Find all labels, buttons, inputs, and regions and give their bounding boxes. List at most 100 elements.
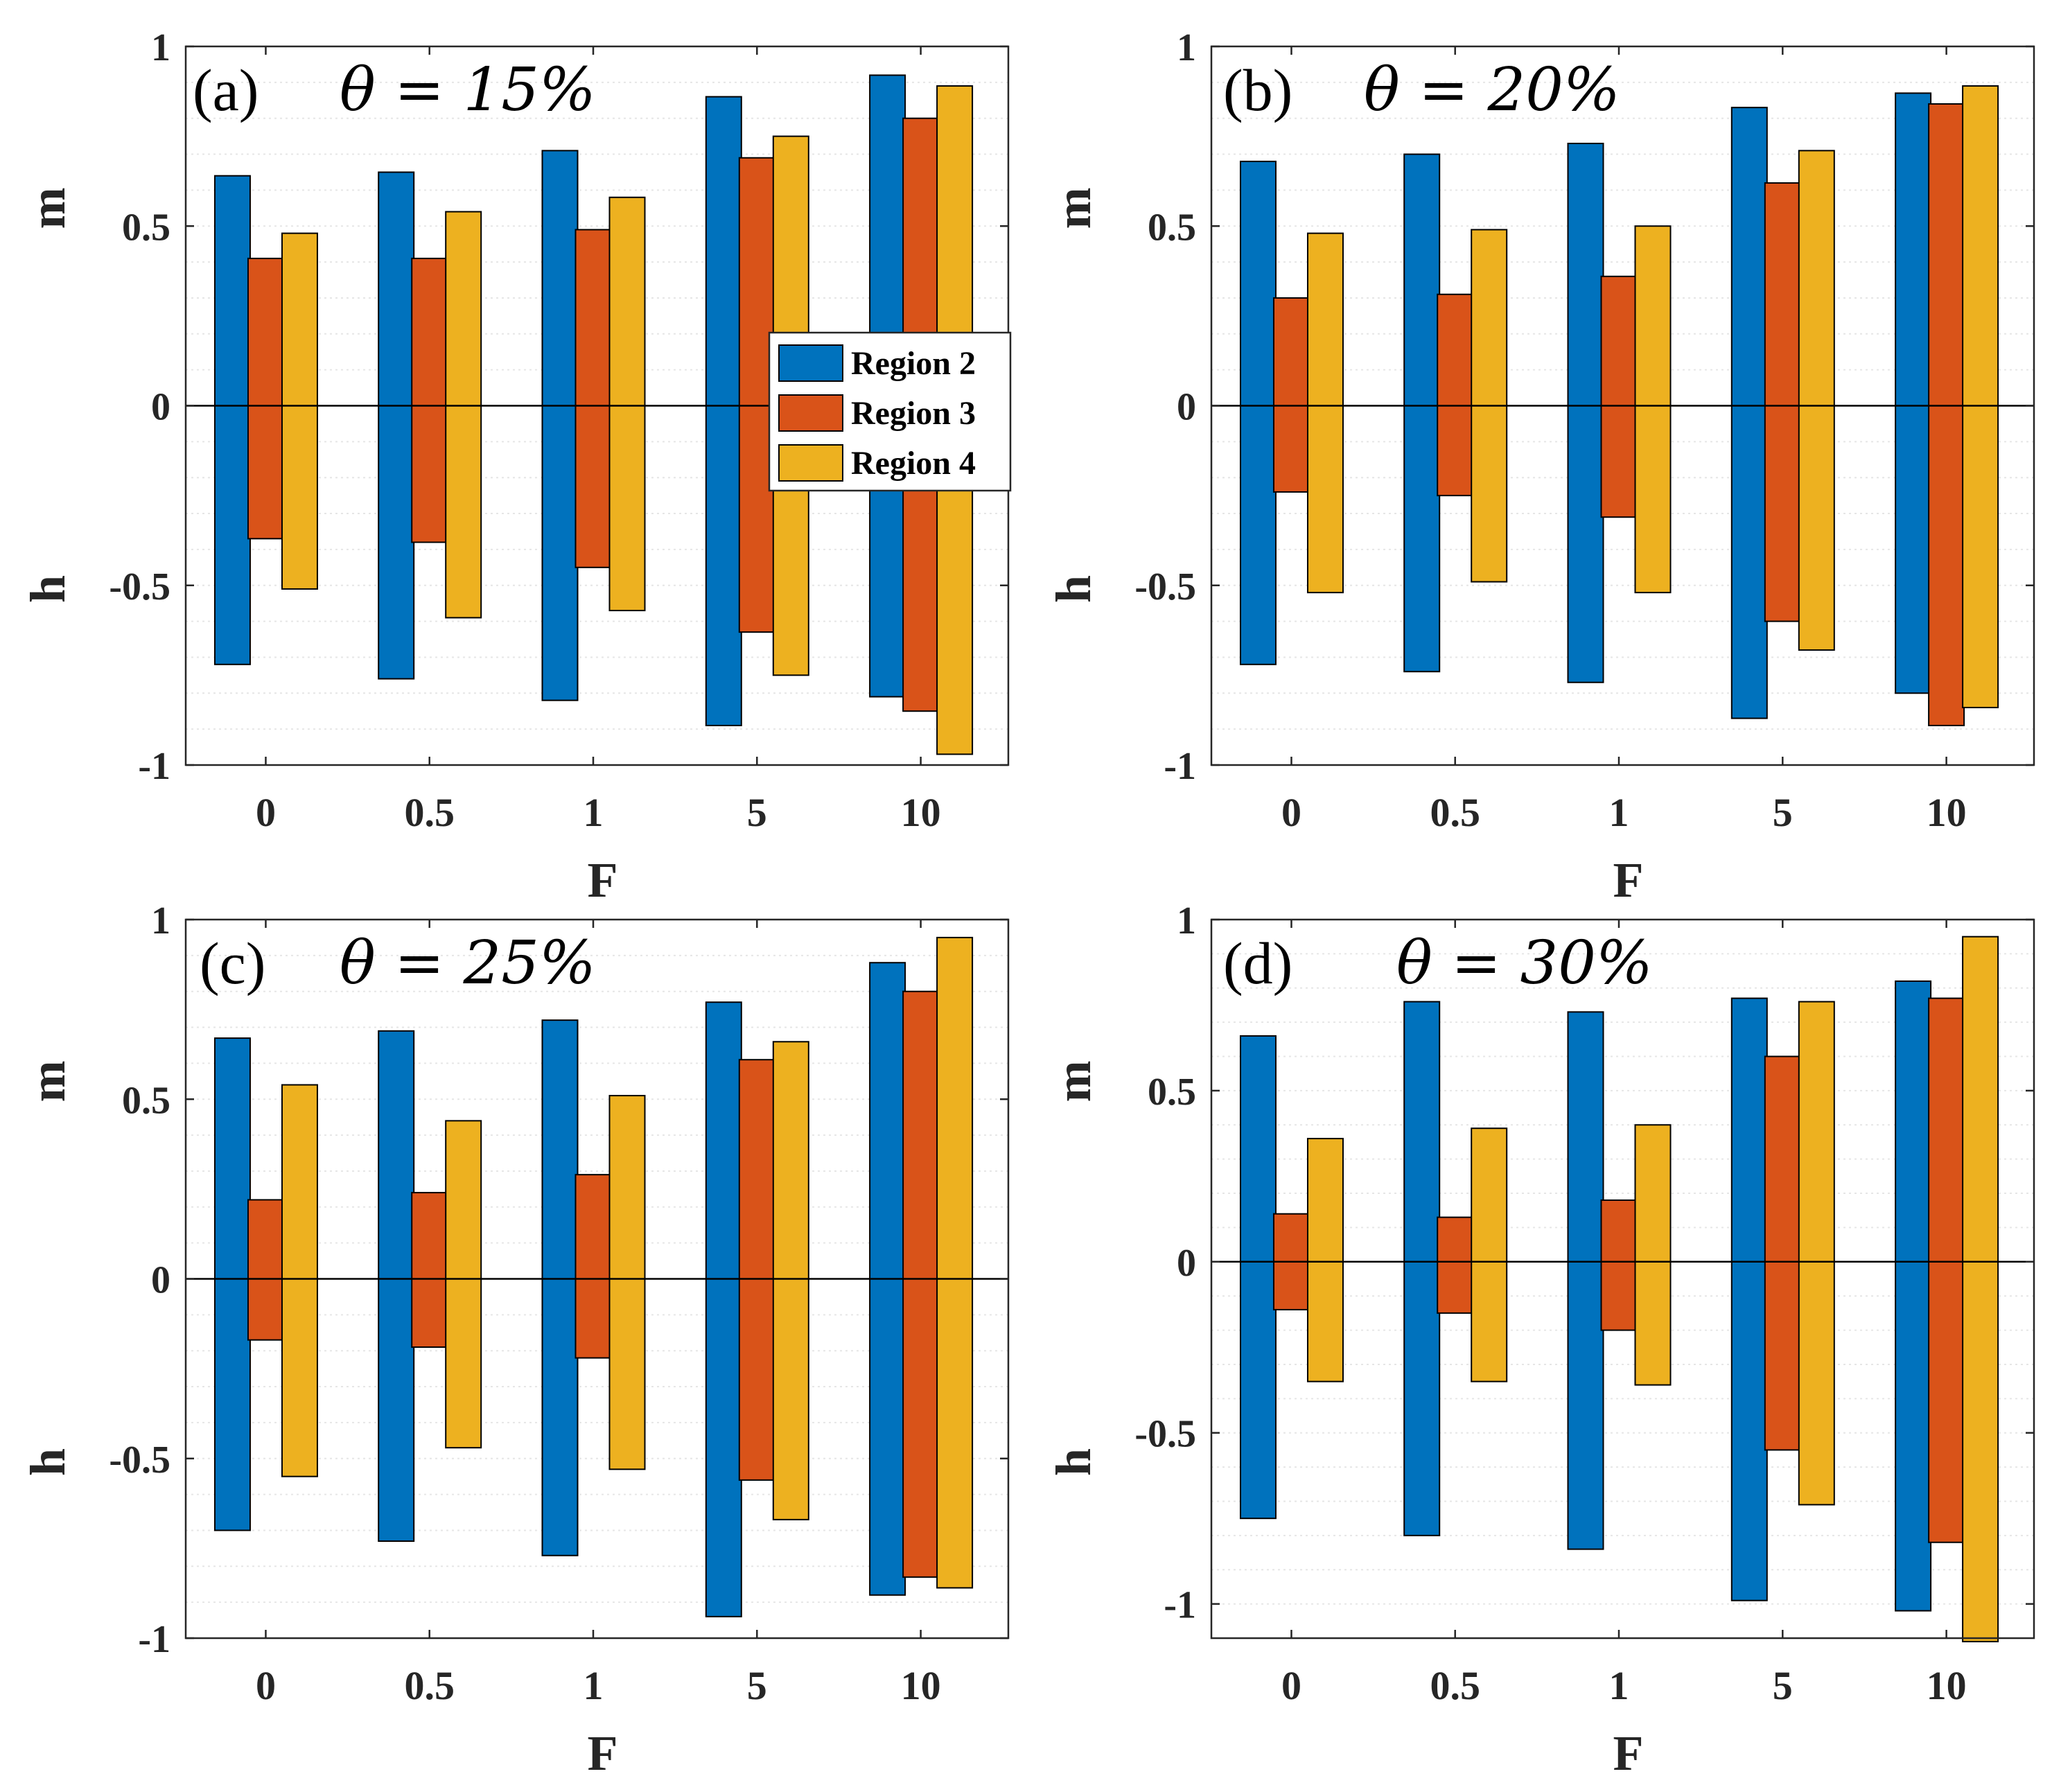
x-tick-label: 0.5 [1430, 790, 1480, 835]
x-tick-label: 5 [1773, 1663, 1793, 1708]
bar-region-2-f-5 [705, 1001, 742, 1617]
y-tick-label: -0.5 [109, 565, 170, 608]
bar-region-4-f-0 [281, 232, 318, 590]
y-tick-label: 1 [151, 26, 170, 69]
y-tick-label: 0 [1177, 386, 1196, 429]
x-tick-label: 10 [901, 1663, 941, 1708]
bar-region-2-f-0.5 [1403, 153, 1441, 673]
bar-region-3-f-5 [1764, 1055, 1801, 1451]
bar-region-4-f-0 [1306, 232, 1344, 594]
bar-region-4-f-0.5 [445, 1120, 482, 1449]
bar-region-3-f-0 [247, 1199, 284, 1341]
y-tick-label: 0 [151, 1259, 170, 1302]
bar-region-3-f-1 [575, 229, 612, 568]
y-tick-label: 1 [1177, 26, 1196, 69]
panel-tag: (b) [1223, 57, 1292, 123]
y-tick-label: 0.5 [122, 1079, 170, 1122]
x-axis-label: F [588, 1725, 618, 1781]
y-axis-label-m: m [20, 1060, 76, 1102]
x-tick-label: 10 [1927, 1663, 1967, 1708]
bar-region-3-f-0.5 [411, 257, 448, 543]
bar-region-4-f-10 [1962, 935, 1999, 1642]
x-tick-label: 1 [1609, 1663, 1629, 1708]
x-tick-label: 1 [1609, 790, 1629, 835]
y-tick-label: 0 [1177, 1242, 1196, 1285]
x-axis-label: F [1613, 1725, 1644, 1781]
y-tick-label: -1 [1164, 745, 1196, 788]
x-tick-label: 1 [584, 1663, 604, 1708]
x-tick-label: 0 [256, 1663, 276, 1708]
legend-label: Region 2 [851, 345, 976, 382]
bar-region-3-f-10 [902, 990, 940, 1578]
bar-region-4-f-5 [1798, 1001, 1835, 1506]
panel-tag: (a) [193, 57, 258, 123]
bar-region-2-f-0 [1239, 1035, 1277, 1520]
bar-region-3-f-0 [1272, 297, 1310, 493]
x-tick-label: 0.5 [1430, 1663, 1480, 1708]
legend-label: Region 3 [851, 395, 976, 432]
bar-region-2-f-1 [1567, 142, 1604, 683]
bar-region-4-f-1 [608, 1095, 646, 1470]
bar-region-3-f-0.5 [411, 1192, 448, 1349]
y-tick-label: -1 [138, 1618, 170, 1661]
bar-region-2-f-0.5 [1403, 1001, 1441, 1536]
bar-region-4-f-5 [1798, 150, 1835, 651]
x-tick-label: 10 [901, 790, 941, 835]
bar-region-4-f-0 [1306, 1138, 1344, 1382]
y-axis-label-h: h [1046, 1448, 1101, 1476]
bar-region-3-f-1 [1600, 275, 1638, 518]
y-axis-label-h: h [1046, 575, 1101, 603]
x-axis-label: F [1613, 852, 1644, 908]
x-tick-label: 5 [1773, 790, 1793, 835]
x-tick-label: 0 [1281, 790, 1301, 835]
y-tick-label: 0.5 [1148, 1071, 1196, 1114]
bar-region-4-f-5 [772, 1041, 809, 1520]
bar-region-4-f-1 [1634, 225, 1672, 594]
panel-d: 1 0.5 0 -0.5 -1 0 0.5 1 5 10 Fm h (d) θ = 30% [1046, 899, 2035, 1781]
bar-region-4-f-0 [281, 1084, 318, 1477]
bar-region-2-f-10 [1895, 92, 1932, 694]
panel-b: 1 0.5 0 -0.5 -1 0 0.5 1 5 10 Fm h (b) θ = 20% [1046, 26, 2035, 908]
bar-region-2-f-5 [705, 96, 742, 726]
bar-region-2-f-1 [541, 150, 579, 701]
y-axis-label-h: h [20, 1448, 76, 1476]
panel-theta-label: θ = 30% [1396, 929, 1653, 998]
bar-region-3-f-10 [1928, 997, 1965, 1543]
y-axis-label-m: m [20, 187, 76, 229]
panel-theta-label: θ = 25% [340, 929, 596, 998]
legend-label: Region 4 [851, 445, 976, 482]
panel-tag: (d) [1223, 930, 1292, 996]
panel-theta-label: θ = 20% [1364, 55, 1620, 125]
y-tick-label: -0.5 [1134, 565, 1196, 608]
bar-region-4-f-1 [1634, 1124, 1672, 1386]
bar-region-2-f-0.5 [378, 171, 415, 680]
legend-swatch-region-3 [778, 394, 843, 432]
x-tick-label: 0.5 [404, 790, 455, 835]
y-tick-label: 1 [1177, 899, 1196, 942]
y-tick-label: -0.5 [109, 1439, 170, 1482]
y-axis-label-m: m [1046, 1060, 1101, 1102]
bar-region-4-f-1 [608, 196, 646, 612]
y-tick-label: 0 [151, 386, 170, 429]
bar-region-4-f-0.5 [445, 211, 482, 619]
y-axis-label-h: h [20, 575, 76, 603]
x-tick-label: 1 [584, 790, 604, 835]
bar-region-2-f-10 [1895, 980, 1932, 1612]
x-tick-label: 5 [747, 790, 767, 835]
bar-region-3-f-0.5 [1437, 1216, 1474, 1314]
bar-region-2-f-0.5 [378, 1030, 415, 1543]
x-tick-label: 0.5 [404, 1663, 455, 1708]
panel-c: 1 0.5 0 -0.5 -1 0 0.5 1 5 10 Fm h (c) θ = 25% [20, 899, 1010, 1781]
bar-region-3-f-1 [575, 1174, 612, 1359]
y-tick-label: 1 [151, 899, 170, 942]
bar-region-2-f-5 [1730, 107, 1768, 719]
y-tick-label: -1 [138, 745, 170, 788]
panel-tag: (c) [200, 930, 265, 996]
bar-region-3-f-10 [1928, 103, 1965, 726]
x-tick-label: 10 [1927, 790, 1967, 835]
bar-region-4-f-10 [1962, 85, 1999, 709]
x-tick-label: 0 [1281, 1663, 1301, 1708]
y-tick-label: -0.5 [1134, 1413, 1196, 1456]
x-tick-label: 5 [747, 1663, 767, 1708]
